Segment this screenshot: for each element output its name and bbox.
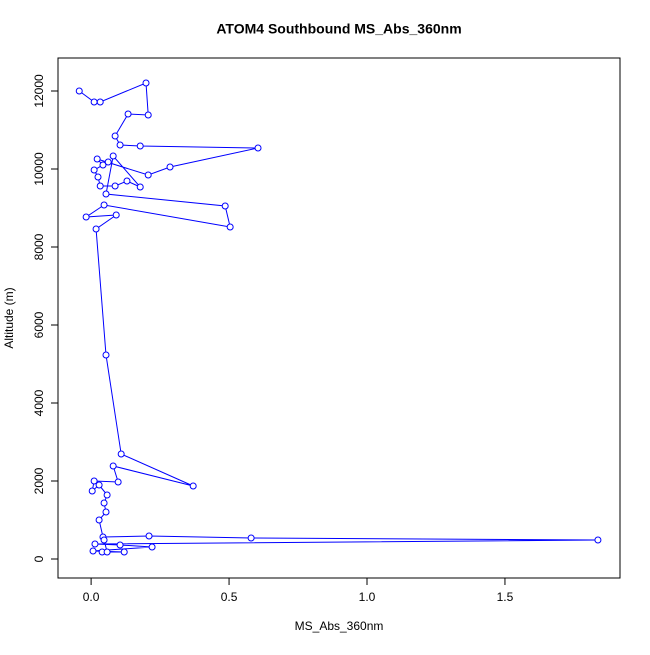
data-point xyxy=(91,540,99,548)
y-axis-label: Altitude (m) xyxy=(2,287,16,348)
data-point xyxy=(148,543,156,551)
data-point xyxy=(120,548,128,556)
x-tick-label: 1.5 xyxy=(497,590,514,604)
data-point xyxy=(116,141,124,149)
data-point xyxy=(136,183,144,191)
data-point xyxy=(89,547,97,555)
data-point xyxy=(95,481,103,489)
y-tick-label: 6000 xyxy=(32,311,46,338)
x-tick-label: 0.5 xyxy=(221,590,238,604)
data-point xyxy=(226,223,234,231)
data-point xyxy=(96,182,104,190)
data-point xyxy=(145,532,153,540)
y-tick-label: 2000 xyxy=(32,467,46,494)
y-tick-label: 0 xyxy=(32,555,46,562)
data-point xyxy=(116,541,124,549)
data-point xyxy=(109,152,117,160)
data-point xyxy=(123,177,131,185)
data-point xyxy=(112,211,120,219)
data-point xyxy=(117,450,125,458)
data-point xyxy=(82,213,90,221)
data-point xyxy=(102,508,110,516)
data-point xyxy=(103,548,111,556)
data-point xyxy=(99,161,107,169)
data-point xyxy=(103,491,111,499)
data-point xyxy=(594,536,602,544)
data-point xyxy=(111,132,119,140)
data-point xyxy=(189,482,197,490)
data-point xyxy=(100,201,108,209)
data-point xyxy=(111,182,119,190)
data-point xyxy=(136,142,144,150)
data-point xyxy=(144,171,152,179)
data-point xyxy=(93,155,101,163)
data-point xyxy=(166,163,174,171)
data-point xyxy=(75,87,83,95)
data-point xyxy=(144,111,152,119)
data-point xyxy=(88,487,96,495)
data-point xyxy=(102,351,110,359)
data-point xyxy=(100,536,108,544)
data-point xyxy=(90,477,98,485)
chart-title: ATOM4 Southbound MS_Abs_360nm xyxy=(216,21,461,37)
data-point xyxy=(94,173,102,181)
data-point xyxy=(100,499,108,507)
data-point xyxy=(142,79,150,87)
data-point xyxy=(254,144,262,152)
data-point xyxy=(221,202,229,210)
y-tick-label: 10000 xyxy=(32,152,46,186)
data-point xyxy=(114,478,122,486)
data-point xyxy=(247,534,255,542)
data-point xyxy=(90,166,98,174)
data-point xyxy=(102,190,110,198)
data-point xyxy=(96,98,104,106)
data-point xyxy=(92,225,100,233)
x-tick-label: 0.0 xyxy=(83,590,100,604)
y-tick-label: 4000 xyxy=(32,389,46,416)
y-tick-label: 8000 xyxy=(32,233,46,260)
x-axis-label: MS_Abs_360nm xyxy=(295,619,384,633)
x-tick-label: 1.0 xyxy=(359,590,376,604)
data-point xyxy=(124,110,132,118)
y-tick-label: 12000 xyxy=(32,74,46,108)
plot-box xyxy=(57,57,621,579)
data-point xyxy=(109,462,117,470)
data-point xyxy=(90,98,98,106)
data-point xyxy=(95,516,103,524)
data-point xyxy=(104,158,112,166)
